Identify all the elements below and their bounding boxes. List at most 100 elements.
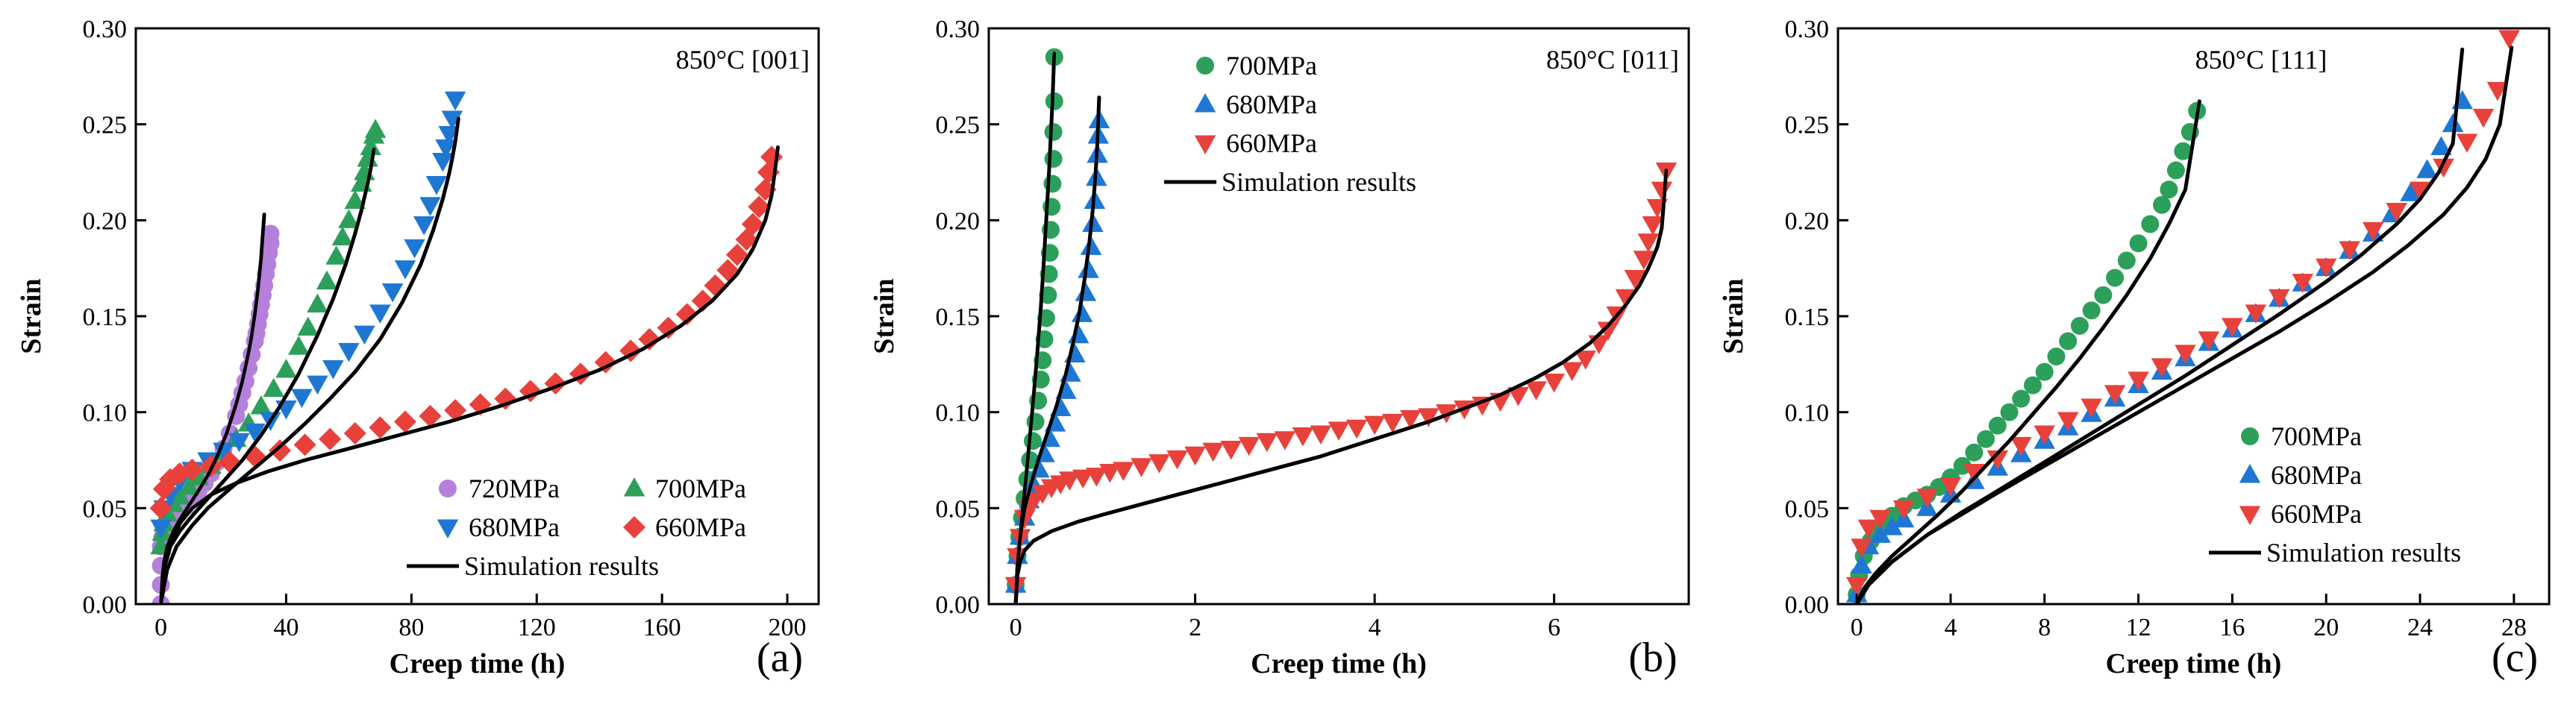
data-point [1058,471,1081,491]
data-point [250,395,272,415]
data-point [1166,450,1188,470]
plot-area [1845,30,2520,604]
data-point [338,342,360,362]
data-point [213,442,234,462]
data-point [2010,436,2032,456]
data-point [1064,343,1086,362]
x-axis-title: Creep time (h) [390,648,566,679]
data-point [1238,436,1260,456]
data-point [1965,443,1983,462]
data-point [293,433,316,456]
data-point [441,110,463,130]
x-tick-label: 200 [769,614,807,641]
data-point [1651,181,1673,201]
data-point [1963,463,1985,483]
data-point [1202,442,1224,462]
data-point [675,303,698,326]
data-point [2222,318,2243,337]
y-tick-label: 0.25 [936,112,981,139]
data-point [2012,389,2031,408]
data-point [1507,387,1529,406]
data-point [1575,351,1596,370]
y-tick-label: 0.10 [83,400,128,427]
data-point [1044,149,1063,168]
data-point [2141,215,2160,233]
data-point [150,519,172,539]
data-point [316,270,338,290]
data-point [2245,304,2267,324]
x-tick-label: 24 [2407,614,2433,641]
data-point [2151,358,2173,377]
legend-marker [2239,464,2261,483]
x-tick-label: 120 [518,614,556,641]
data-point [1021,451,1040,469]
data-point [2315,258,2337,278]
data-point [322,359,344,380]
data-point [1044,122,1063,141]
data-point [1023,432,1042,450]
data-point [1633,251,1655,270]
x-tick-label: 16 [2219,614,2245,641]
legend-item: Simulation results [407,551,659,581]
simulation-curve-overlay [1013,95,1101,604]
data-point [1561,362,1583,382]
legend-label: 700MPa [655,474,746,503]
data-point [269,439,292,462]
data-point [2128,371,2149,391]
condition-annotation: 850°C [111] [2195,45,2328,75]
data-point [1080,236,1102,255]
legend-label: 680MPa [2271,460,2362,490]
data-point [1916,488,1938,508]
data-point [1881,516,1903,535]
data-point [2033,425,2056,444]
x-tick-label: 40 [273,614,298,641]
data-point [2035,362,2054,381]
data-point [1345,419,1368,439]
data-point [325,245,347,265]
legend-marker [623,477,645,497]
data-point [444,91,466,111]
y-tick-label: 0.20 [83,207,128,235]
data-point [2339,241,2360,260]
data-point [394,260,416,280]
data-point [2486,81,2509,101]
data-point [1892,500,1915,520]
simulation-curve-overlay [1854,45,2513,604]
data-point [2160,180,2178,199]
data-point [2472,108,2495,128]
data-point [369,304,391,324]
legend-item: 680MPa [437,512,560,542]
data-point [360,136,382,156]
data-point [1310,425,1332,444]
panel-label: (b) [1628,635,1677,681]
data-point [438,126,460,145]
series-660mpa [149,145,784,520]
data-point [354,325,375,345]
legend-marker [437,519,459,538]
data-point [1274,431,1296,450]
y-tick-label: 0.25 [1785,112,1830,139]
data-point [1977,430,1995,448]
legend-marker [1196,57,1214,75]
data-point [2117,251,2136,270]
y-tick-label: 0.25 [83,112,128,139]
panel-label: (c) [2492,635,2538,681]
data-point [1615,289,1637,309]
legend-label: 660MPa [1226,128,1317,158]
data-point [704,274,727,297]
data-point [2047,348,2066,366]
simulation-curve [1854,99,2201,604]
data-point [275,359,297,378]
data-point [2129,234,2148,253]
data-point [2430,136,2452,156]
legend-item: Simulation results [1164,167,1416,197]
y-tick-label: 0.15 [1785,304,1830,331]
data-point [261,224,280,243]
data-point [331,226,354,245]
legend: 700MPa 680MPa 660MPa Simulation results [2209,421,2461,568]
legend-item: 660MPa [623,512,746,542]
y-tick-label: 0.30 [1785,16,1830,43]
data-point [2081,398,2102,418]
simulation-curve-overlay [159,213,266,604]
data-point [393,410,416,433]
